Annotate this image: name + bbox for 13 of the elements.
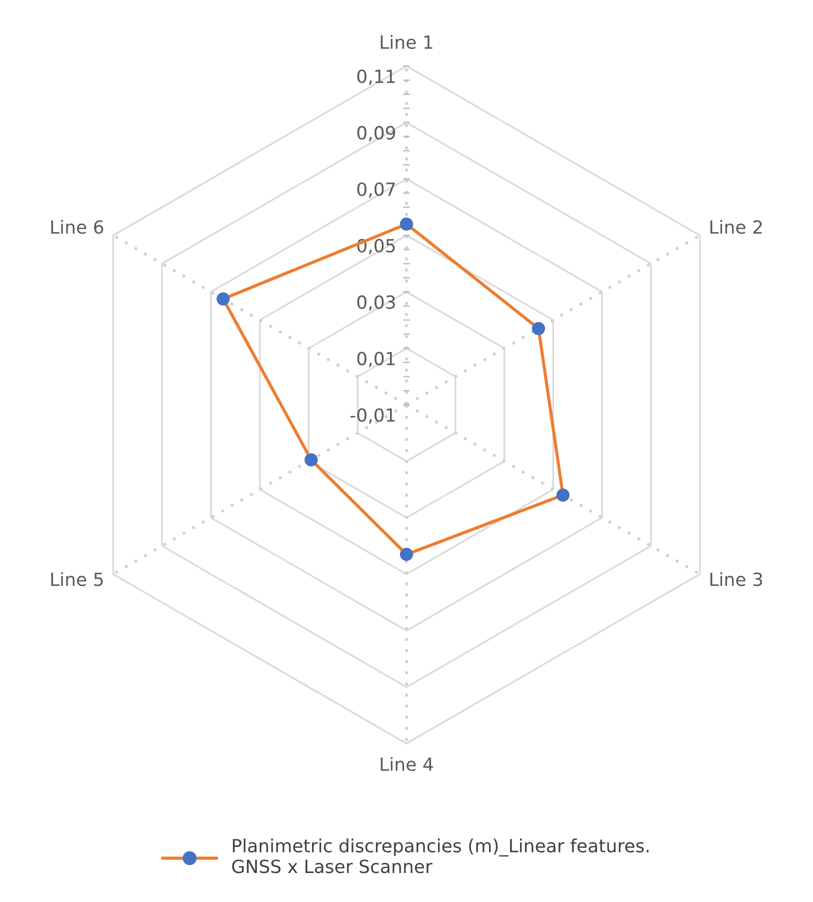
y-tick-label: -0,01 [350,408,395,424]
spoke-label: Line 6 [51,220,104,234]
spoke-label: Line 3 [710,572,762,586]
spoke-label: Line 1 [380,35,432,49]
y-tick-label: 0,03 [357,295,395,311]
y-tick-label: 0,01 [357,352,395,368]
y-tick-label: 0,07 [357,182,395,198]
spoke-label: Line 2 [710,220,762,234]
spoke-label: Line 5 [51,572,103,586]
y-tick-label: 0,11 [357,69,395,85]
spoke-label: Line 4 [380,757,433,772]
legend-label: Planimetric discrepancies (m)_Linear features. GNSS x Laser Scanner [232,838,649,874]
y-tick-label: 0,09 [357,126,396,142]
